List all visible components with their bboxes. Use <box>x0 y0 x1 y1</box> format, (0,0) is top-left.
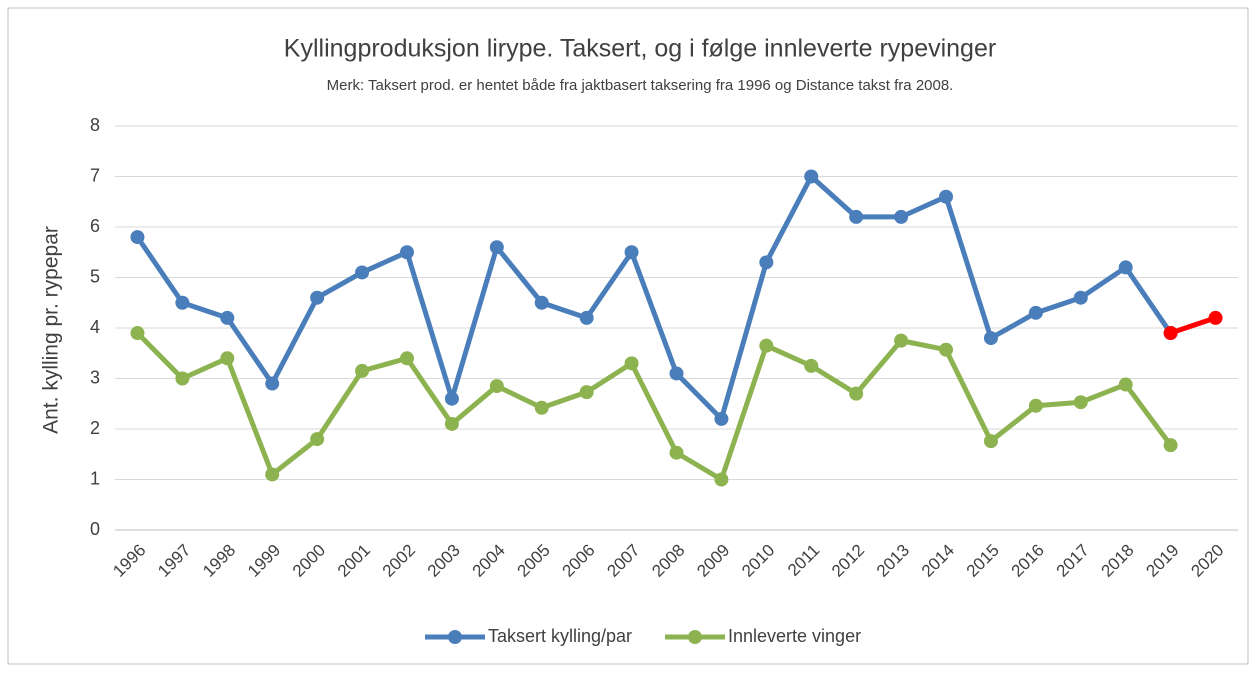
data-point <box>624 245 639 260</box>
y-tick-label: 7 <box>90 165 100 185</box>
legend-label: Innleverte vinger <box>728 626 861 646</box>
data-point <box>220 310 235 325</box>
data-point <box>669 445 684 460</box>
data-point <box>983 331 998 346</box>
data-point <box>849 209 864 224</box>
chart-title: Kyllingproduksjon lirype. Taksert, og i … <box>284 35 996 63</box>
chart-frame <box>7 7 1249 665</box>
data-point <box>534 400 549 415</box>
data-point <box>489 379 504 394</box>
y-tick-label: 2 <box>90 418 100 438</box>
data-point <box>1073 395 1088 410</box>
data-point <box>714 411 729 426</box>
y-tick-label: 5 <box>90 266 100 286</box>
series-line <box>135 174 1173 422</box>
legend-label: Taksert kylling/par <box>488 626 632 646</box>
chart-subtitle: Merk: Taksert prod. er hentet både fra j… <box>327 77 954 94</box>
y-tick-label: 0 <box>90 519 100 539</box>
data-point <box>265 376 280 391</box>
data-point <box>1118 377 1133 392</box>
data-point <box>714 472 729 487</box>
data-point <box>310 432 325 447</box>
data-point <box>1028 398 1043 413</box>
data-point <box>1118 260 1133 275</box>
data-point <box>355 363 370 378</box>
data-point <box>759 338 774 353</box>
data-point <box>534 295 549 310</box>
data-point <box>939 342 954 357</box>
data-point <box>220 351 235 366</box>
data-point <box>1073 290 1088 305</box>
data-point <box>1208 310 1223 325</box>
series-line <box>135 331 1173 482</box>
data-point <box>130 230 145 245</box>
y-tick-label: 8 <box>90 115 100 135</box>
data-point <box>759 255 774 270</box>
data-point <box>444 416 459 431</box>
data-point <box>175 371 190 386</box>
data-point <box>1163 438 1178 453</box>
y-axis-label: Ant. kylling pr. rypepar <box>40 226 63 434</box>
data-point <box>355 265 370 280</box>
y-tick-label: 6 <box>90 216 100 236</box>
legend-swatch-marker <box>688 630 702 644</box>
data-point <box>310 290 325 305</box>
data-point <box>939 189 954 204</box>
data-point <box>175 295 190 310</box>
data-point <box>489 240 504 255</box>
data-point <box>399 351 414 366</box>
data-point <box>804 169 819 184</box>
y-tick-label: 3 <box>90 367 100 387</box>
legend-swatch-marker <box>448 630 462 644</box>
data-point <box>804 358 819 373</box>
data-point <box>669 366 684 381</box>
data-point <box>1163 326 1178 341</box>
data-point <box>399 245 414 260</box>
y-tick-label: 1 <box>90 468 100 488</box>
data-point <box>983 434 998 449</box>
data-point <box>1028 305 1043 320</box>
data-point <box>130 326 145 341</box>
data-point <box>265 467 280 482</box>
data-point <box>894 209 909 224</box>
data-point <box>624 356 639 371</box>
data-point <box>849 386 864 401</box>
data-point <box>579 385 594 400</box>
y-tick-label: 4 <box>90 317 100 337</box>
data-point <box>894 333 909 348</box>
data-point <box>444 391 459 406</box>
data-point <box>579 310 594 325</box>
series-line <box>1169 315 1217 336</box>
